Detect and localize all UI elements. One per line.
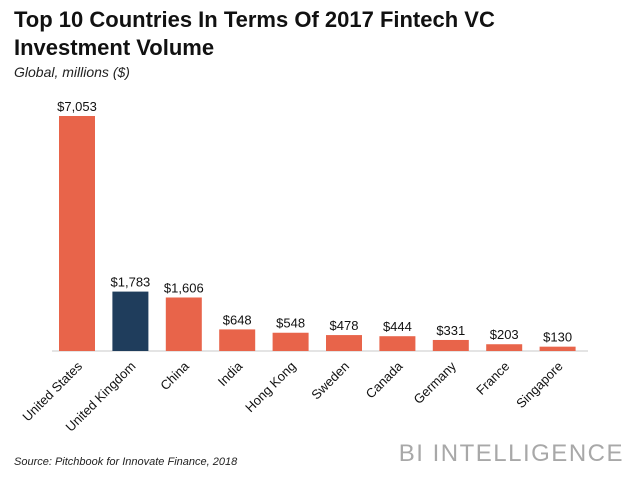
data-label: $444 [383,319,412,334]
data-label: $203 [490,327,519,342]
chart-title: Top 10 Countries In Terms Of 2017 Fintec… [14,7,495,60]
bar-france [486,344,523,351]
bar-china [165,297,202,351]
data-label: $130 [543,330,572,345]
x-tick-label: India [215,358,246,389]
data-label: $331 [436,323,465,338]
x-tick-label: China [157,358,192,393]
data-label: $7,053 [57,99,97,114]
bar-canada [379,336,416,351]
bar-united-states [59,116,95,351]
bar-united-kingdom [112,291,149,351]
x-tick-label: Canada [363,358,406,401]
data-label: $548 [276,316,305,331]
brand-logo: BI INTELLIGENCE [398,440,624,467]
chart-subtitle: Global, millions ($) [14,64,130,80]
bar-sweden [326,335,362,351]
data-label: $648 [223,312,252,327]
data-label: $1,783 [111,275,151,290]
x-tick-label: Sweden [308,359,352,403]
x-tick-label: France [473,359,512,398]
x-tick-label: Germany [411,358,460,407]
bar-india [219,329,256,351]
bar-hong-kong [272,332,309,351]
bar-singapore [539,346,576,351]
source-note: Source: Pitchbook for Innovate Finance, … [14,456,238,468]
data-label: $1,606 [164,280,204,295]
bar-germany [432,339,469,351]
x-tick-label: Hong Kong [242,359,299,416]
x-tick-label: Singapore [513,359,566,412]
data-label: $478 [330,318,359,333]
